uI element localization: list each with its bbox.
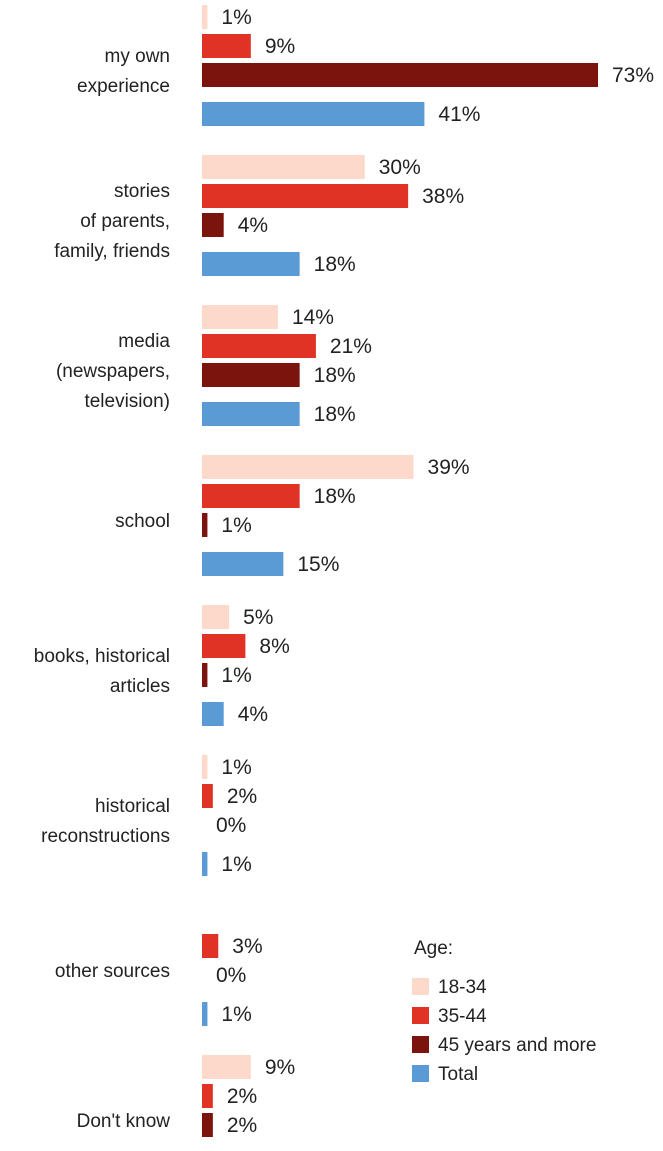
bar bbox=[202, 252, 300, 276]
category-label-line: television) bbox=[84, 391, 170, 412]
bar bbox=[202, 605, 230, 629]
value-label: 1% bbox=[221, 6, 251, 29]
bar bbox=[202, 484, 300, 508]
value-label: 9% bbox=[265, 35, 295, 58]
category-label-line: family, friends bbox=[54, 241, 170, 262]
category-label-line: my own bbox=[105, 46, 170, 67]
legend-swatch bbox=[412, 1065, 429, 1082]
bar bbox=[202, 1055, 251, 1079]
category-label-line: of parents, bbox=[80, 211, 170, 232]
bar bbox=[202, 934, 219, 958]
value-label: 18% bbox=[314, 403, 356, 426]
category-label-line: Don't know bbox=[77, 1111, 171, 1132]
value-label: 38% bbox=[422, 185, 464, 208]
bar bbox=[202, 402, 300, 426]
category-label: my own experience bbox=[77, 46, 170, 97]
category-label-line: other sources bbox=[55, 961, 170, 982]
category-label-line: articles bbox=[110, 676, 170, 697]
bar bbox=[202, 1113, 213, 1137]
category-label-line: media bbox=[118, 331, 170, 352]
bar bbox=[202, 363, 300, 387]
category-label: stories of parents, family, friends bbox=[54, 181, 170, 262]
bar bbox=[202, 184, 409, 208]
bar bbox=[202, 34, 251, 58]
bar bbox=[202, 663, 208, 687]
value-label: 21% bbox=[330, 335, 372, 358]
legend-swatch bbox=[412, 1036, 429, 1053]
value-label: 41% bbox=[438, 103, 480, 126]
value-label: 39% bbox=[428, 456, 470, 479]
value-label: 2% bbox=[227, 1085, 257, 1108]
category-label-line: stories bbox=[114, 181, 170, 202]
bar bbox=[202, 552, 284, 576]
bar bbox=[202, 334, 316, 358]
value-label: 9% bbox=[265, 1056, 295, 1079]
category-label-line: experience bbox=[77, 76, 170, 97]
value-label: 1% bbox=[221, 756, 251, 779]
value-label: 30% bbox=[379, 156, 421, 179]
legend-title: Age: bbox=[414, 938, 453, 959]
value-label: 4% bbox=[238, 214, 268, 237]
category-label-line: school bbox=[115, 511, 170, 532]
value-label: 14% bbox=[292, 306, 334, 329]
bar bbox=[202, 702, 224, 726]
legend-label: 18-34 bbox=[438, 977, 487, 998]
category-label: historical reconstructions bbox=[41, 796, 170, 847]
value-label: 18% bbox=[314, 485, 356, 508]
category-label: school bbox=[115, 511, 170, 532]
category-label: Don't know bbox=[77, 1111, 171, 1132]
legend: Age: 18-34 35-44 45 years and more Total bbox=[412, 938, 596, 1085]
value-label: 8% bbox=[259, 635, 289, 658]
bar bbox=[202, 1002, 208, 1026]
bar bbox=[202, 5, 208, 29]
value-label: 2% bbox=[227, 785, 257, 808]
value-label: 5% bbox=[243, 606, 273, 629]
value-label: 1% bbox=[221, 853, 251, 876]
bars: 1% 9% 73% 41% 30%38% 4% 18% 14% 21% 18% 18% 39% 18% 1… bbox=[202, 5, 654, 1137]
value-label: 1% bbox=[221, 664, 251, 687]
category-label-line: books, historical bbox=[34, 646, 170, 667]
bar bbox=[202, 63, 598, 87]
bar bbox=[202, 213, 224, 237]
value-label: 1% bbox=[221, 514, 251, 537]
value-label: 15% bbox=[297, 553, 339, 576]
value-label: 3% bbox=[232, 935, 262, 958]
bar bbox=[202, 852, 208, 876]
category-label: media (newspapers, television) bbox=[56, 331, 170, 412]
bar bbox=[202, 305, 278, 329]
category-label-line: historical bbox=[95, 796, 170, 817]
value-label: 0% bbox=[216, 814, 246, 837]
legend-label: 35-44 bbox=[438, 1006, 487, 1027]
category-label-line: reconstructions bbox=[41, 826, 170, 847]
value-label: 4% bbox=[238, 703, 268, 726]
value-label: 2% bbox=[227, 1114, 257, 1137]
bar bbox=[202, 155, 365, 179]
bar bbox=[202, 455, 414, 479]
bar bbox=[202, 513, 208, 537]
legend-swatch bbox=[412, 978, 429, 995]
bar bbox=[202, 784, 213, 808]
value-label: 73% bbox=[612, 64, 654, 87]
bar bbox=[202, 102, 425, 126]
category-label: books, historical articles bbox=[34, 646, 170, 697]
bar bbox=[202, 1084, 213, 1108]
category-label: other sources bbox=[55, 961, 170, 982]
bar bbox=[202, 755, 208, 779]
category-labels: my own experience stories of parents, family… bbox=[34, 46, 171, 1132]
bar bbox=[202, 634, 246, 658]
value-label: 18% bbox=[314, 364, 356, 387]
value-label: 1% bbox=[221, 1003, 251, 1026]
category-label-line: (newspapers, bbox=[56, 361, 170, 382]
legend-swatch bbox=[412, 1007, 429, 1024]
legend-label: Total bbox=[438, 1064, 478, 1085]
legend-label: 45 years and more bbox=[438, 1035, 596, 1056]
value-label: 18% bbox=[314, 253, 356, 276]
value-label: 0% bbox=[216, 964, 246, 987]
